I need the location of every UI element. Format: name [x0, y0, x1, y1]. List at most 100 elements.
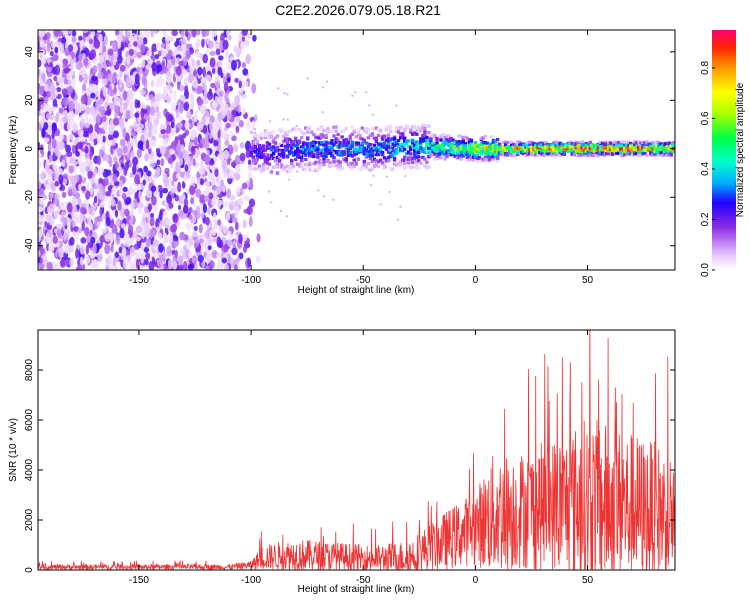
spectrogram-cell [170, 102, 177, 112]
spectrogram-cell [205, 229, 210, 240]
spectrogram-cell [425, 165, 429, 169]
spectrogram-cell [396, 138, 401, 143]
spectrogram-cell [39, 258, 43, 264]
spectrogram-cell [300, 157, 304, 162]
spectrogram-cell [346, 140, 350, 144]
spectrogram-cell [376, 144, 381, 148]
spectrogram-cell [461, 136, 465, 140]
spectrogram-cell [594, 154, 599, 158]
spectrogram-cell [39, 39, 45, 48]
spectrogram-cell [223, 81, 229, 93]
spectrogram-cell [390, 168, 395, 172]
spectrogram-cell [149, 228, 154, 239]
spectrogram-cell [67, 44, 74, 52]
spectrogram-cell [376, 142, 381, 146]
spectrogram-cell [281, 151, 286, 155]
spectrogram-cell [485, 145, 490, 149]
spectrogram-cell [429, 137, 433, 141]
spectrogram-cell [220, 72, 224, 79]
spectrogram-cell [61, 191, 67, 199]
spectrogram-cell [229, 69, 234, 78]
spectrogram-cell [602, 141, 607, 145]
spectrogram-cell [200, 212, 205, 219]
spectrogram-cell [290, 139, 294, 143]
spectrogram-cell [421, 125, 425, 130]
spectrogram-cell [253, 150, 257, 154]
spectrogram-cell [588, 146, 593, 151]
spectrogram-cell [467, 158, 471, 162]
spectrogram-cell [586, 142, 591, 146]
spectrogram-cell [64, 47, 70, 57]
spectrogram-cell [401, 142, 405, 146]
spectrogram-cell [196, 121, 202, 132]
spectrogram-cell [67, 85, 74, 94]
spectrogram-cell [399, 132, 403, 136]
spectrogram-cell [506, 146, 510, 150]
spectrogram-cell [493, 139, 498, 143]
spectrogram-cell [390, 148, 393, 151]
spectrogram-cell [159, 190, 163, 199]
spectrogram-cell [552, 146, 556, 150]
spectrogram-cell [590, 147, 595, 151]
spectrogram-cell [306, 163, 310, 167]
spectrogram-cell [485, 152, 490, 157]
spectrogram-cell [271, 165, 276, 169]
spectrogram-cell [639, 145, 643, 149]
spectrogram-cell [62, 62, 66, 69]
spectrogram-cell [330, 138, 334, 143]
spectrogram-cell [336, 145, 340, 149]
spectrogram-cell [62, 115, 68, 123]
spectrogram-cell [287, 169, 292, 173]
spectrogram-cell [221, 257, 228, 264]
spectrogram-cell [67, 79, 72, 86]
spectrogram-cell [421, 149, 425, 153]
spectrogram-cell [560, 152, 564, 156]
spectrogram-cell [201, 241, 208, 248]
spectrogram-cell [374, 153, 379, 157]
spectrogram-cell [427, 155, 431, 159]
spectrogram-cell [447, 136, 451, 141]
spectrogram-cell [657, 153, 661, 157]
spectrogram-cell [234, 95, 241, 106]
spectrogram-cell [588, 153, 593, 157]
spectrogram-cell [170, 141, 177, 151]
spectrogram-cell [348, 137, 352, 141]
spectrogram-cell [463, 146, 467, 150]
spectrogram-cell [342, 143, 346, 148]
snr-series-line [38, 330, 675, 570]
spectrogram-cell [122, 127, 127, 139]
spectrogram-cell [451, 142, 455, 146]
spectrogram-cell [435, 149, 439, 153]
spectrogram-cell [79, 206, 86, 214]
spectrogram-cell [90, 92, 96, 99]
spectrogram-cell [483, 147, 488, 151]
spectrogram-cell [320, 132, 324, 137]
spectrogram-cell [396, 149, 401, 153]
spectrogram-cell [382, 134, 387, 138]
spectrogram-cell [62, 30, 68, 37]
spectrogram-cell [409, 152, 413, 156]
spectrogram-cell [47, 237, 53, 244]
spectrogram-cell [102, 63, 107, 70]
spectrogram-cell [491, 153, 496, 157]
spectrogram-cell [530, 146, 534, 150]
spectrogram-cell [60, 211, 66, 217]
spectrogram-cell [108, 157, 113, 168]
spectrogram-cell [392, 152, 397, 156]
spectrogram-cell [85, 111, 89, 123]
spectrogram-cell [435, 136, 439, 141]
spectrogram-cell [378, 151, 383, 155]
spectrogram-cell [548, 145, 552, 149]
spectrogram-cell [554, 143, 558, 148]
spectrogram-cell [280, 210, 282, 212]
spectrogram-cell [665, 147, 669, 151]
spectrogram-cell [473, 147, 478, 151]
spectrogram-cell [165, 53, 171, 61]
spectrogram-cell [415, 166, 419, 170]
spectrogram-cell [514, 149, 518, 153]
spectrogram-cell [196, 85, 204, 95]
spectrogram-cell [475, 159, 480, 163]
spectrogram-cell [647, 142, 651, 146]
spectrogram-cell [443, 157, 447, 161]
spectrogram-cell [121, 192, 127, 200]
